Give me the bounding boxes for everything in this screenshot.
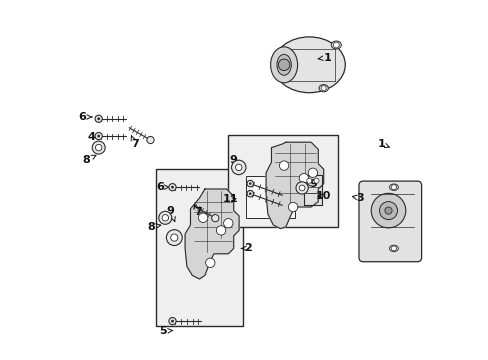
Circle shape (205, 258, 215, 267)
Ellipse shape (388, 245, 398, 252)
Bar (246, 176, 294, 218)
Polygon shape (185, 189, 239, 279)
Text: 3: 3 (352, 193, 363, 203)
Circle shape (97, 135, 100, 138)
Circle shape (333, 42, 339, 48)
Circle shape (390, 246, 396, 251)
Bar (156, 169, 242, 326)
Circle shape (97, 117, 100, 120)
Circle shape (306, 178, 311, 183)
Text: 2: 2 (241, 243, 251, 253)
Ellipse shape (270, 47, 297, 83)
Text: 8: 8 (82, 155, 96, 165)
Circle shape (168, 318, 176, 325)
Text: 1: 1 (317, 53, 330, 63)
Ellipse shape (318, 85, 328, 92)
Circle shape (146, 136, 154, 144)
Polygon shape (265, 142, 323, 229)
Circle shape (299, 185, 305, 191)
Circle shape (248, 192, 251, 195)
Circle shape (390, 185, 396, 190)
Circle shape (162, 215, 168, 221)
Circle shape (159, 211, 171, 224)
Text: 10: 10 (315, 191, 331, 201)
Circle shape (321, 86, 325, 91)
Text: 1: 1 (377, 139, 388, 149)
Ellipse shape (276, 54, 291, 75)
Ellipse shape (273, 37, 345, 93)
Polygon shape (303, 175, 321, 205)
Circle shape (95, 132, 102, 140)
Circle shape (166, 230, 182, 246)
Ellipse shape (330, 41, 341, 49)
Text: 5: 5 (160, 326, 173, 336)
Circle shape (223, 219, 232, 228)
Circle shape (168, 184, 176, 191)
Circle shape (370, 193, 405, 228)
Circle shape (384, 207, 391, 214)
Ellipse shape (388, 184, 398, 190)
Text: 4: 4 (87, 132, 102, 142)
Circle shape (211, 215, 219, 222)
Text: 8: 8 (147, 222, 161, 232)
Text: 6: 6 (79, 112, 92, 122)
Circle shape (170, 234, 178, 241)
Text: 7: 7 (193, 204, 201, 217)
Text: 6: 6 (156, 182, 169, 192)
Circle shape (235, 164, 242, 171)
Text: 9: 9 (228, 155, 239, 166)
Circle shape (216, 226, 225, 235)
Circle shape (171, 186, 174, 189)
Text: 11: 11 (222, 194, 237, 204)
Circle shape (299, 174, 308, 183)
Bar (228, 135, 337, 227)
Text: 9: 9 (305, 179, 316, 189)
Circle shape (95, 144, 102, 151)
Text: 7: 7 (131, 136, 138, 149)
Circle shape (171, 320, 174, 323)
Circle shape (95, 115, 102, 122)
Circle shape (92, 141, 105, 154)
Circle shape (246, 190, 253, 197)
Circle shape (295, 182, 307, 194)
FancyBboxPatch shape (358, 181, 421, 262)
Circle shape (313, 178, 318, 183)
Circle shape (246, 180, 253, 187)
Circle shape (379, 202, 397, 220)
Circle shape (279, 161, 288, 170)
Text: 9: 9 (166, 206, 175, 221)
Circle shape (231, 160, 245, 175)
Circle shape (288, 202, 297, 212)
Circle shape (198, 213, 207, 222)
Circle shape (248, 182, 251, 185)
Circle shape (278, 59, 289, 71)
Circle shape (307, 168, 317, 177)
